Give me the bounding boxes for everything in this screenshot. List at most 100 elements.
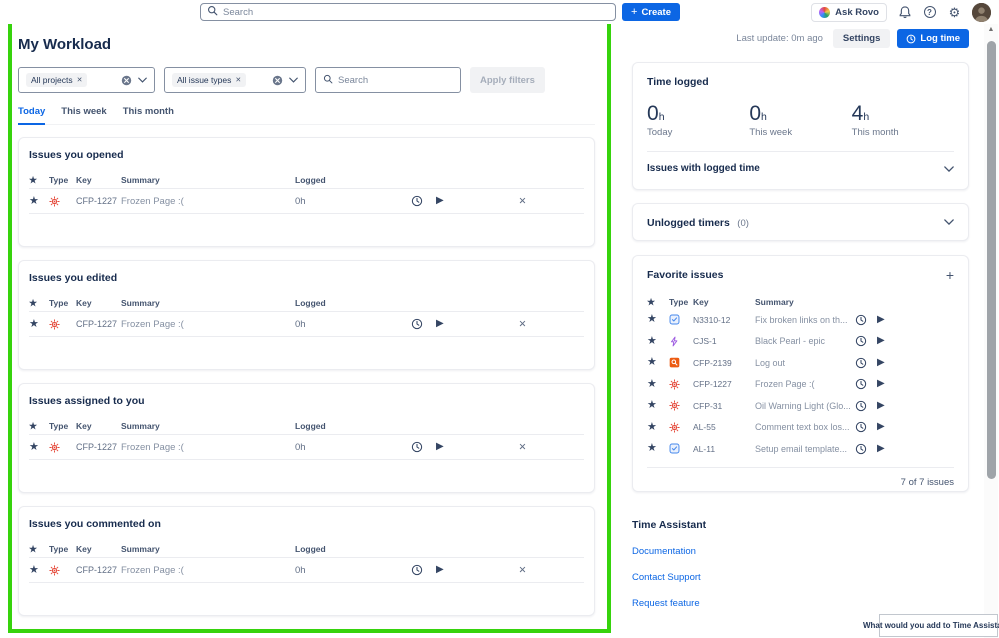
log-time-clock-icon[interactable] bbox=[855, 400, 877, 412]
chevron-down-icon[interactable] bbox=[138, 77, 147, 83]
remove-row-icon[interactable]: ✕ bbox=[518, 441, 527, 453]
global-search-input[interactable] bbox=[223, 6, 609, 18]
start-timer-icon[interactable]: ▶ bbox=[436, 195, 444, 206]
notifications-bell-icon[interactable] bbox=[897, 5, 912, 20]
issue-key[interactable]: AL-11 bbox=[693, 443, 716, 454]
chevron-down-icon[interactable] bbox=[944, 219, 954, 225]
log-time-clock-icon[interactable] bbox=[855, 378, 877, 390]
issue-key[interactable]: N3310-12 bbox=[693, 314, 731, 325]
create-button[interactable]: + Create bbox=[622, 3, 681, 21]
start-timer-icon[interactable]: ▶ bbox=[877, 335, 885, 347]
log-time-clock-icon[interactable] bbox=[411, 441, 436, 453]
issue-key[interactable]: CFP-1227 bbox=[76, 319, 118, 329]
user-avatar[interactable] bbox=[972, 2, 991, 22]
unlogged-timers-title: Unlogged timers bbox=[647, 217, 730, 229]
favorite-star-icon[interactable]: ★ bbox=[29, 440, 39, 453]
scrollbar-up-arrow[interactable]: ▲ bbox=[987, 26, 995, 33]
remove-chip-icon[interactable]: ✕ bbox=[235, 77, 242, 84]
issue-key[interactable]: CFP-1227 bbox=[76, 565, 118, 575]
issues-with-logged-time-toggle[interactable]: Issues with logged time bbox=[647, 163, 954, 174]
favorite-star-icon[interactable]: ★ bbox=[647, 377, 657, 390]
favorite-star-icon[interactable]: ★ bbox=[647, 334, 657, 347]
start-timer-icon[interactable]: ▶ bbox=[877, 356, 885, 368]
favorite-star-icon[interactable]: ★ bbox=[29, 317, 39, 330]
favorite-star-icon[interactable]: ★ bbox=[647, 399, 657, 412]
favorite-star-icon[interactable]: ★ bbox=[29, 563, 39, 576]
add-favorite-icon[interactable]: + bbox=[945, 267, 954, 283]
tab-today[interactable]: Today bbox=[18, 106, 46, 125]
issue-summary[interactable]: Frozen Page :( bbox=[121, 441, 184, 453]
page-scrollbar[interactable]: ▲ bbox=[984, 24, 998, 638]
settings-button[interactable]: Settings bbox=[832, 29, 891, 48]
log-time-clock-icon[interactable] bbox=[855, 421, 877, 433]
unlogged-timers-card[interactable]: Unlogged timers (0) bbox=[632, 203, 969, 241]
ask-rovo-button[interactable]: Ask Rovo bbox=[811, 2, 887, 22]
log-time-clock-icon[interactable] bbox=[411, 564, 436, 576]
link-contact-support[interactable]: Contact Support bbox=[632, 572, 701, 583]
apply-filters-button[interactable]: Apply filters bbox=[470, 67, 545, 93]
favorite-star-icon[interactable]: ★ bbox=[647, 442, 657, 455]
issue-summary[interactable]: Frozen Page :( bbox=[121, 564, 184, 576]
remove-row-icon[interactable]: ✕ bbox=[518, 318, 527, 330]
tab-this-month[interactable]: This month bbox=[122, 106, 174, 117]
chevron-down-icon[interactable] bbox=[289, 77, 298, 83]
start-timer-icon[interactable]: ▶ bbox=[436, 564, 444, 575]
clear-filter-icon[interactable] bbox=[272, 75, 283, 86]
remove-chip-icon[interactable]: ✕ bbox=[76, 77, 83, 84]
issue-types-filter-chip[interactable]: All issue types ✕ bbox=[172, 73, 247, 87]
issue-summary[interactable]: Black Pearl - epic bbox=[755, 336, 826, 347]
favorite-star-icon[interactable]: ★ bbox=[647, 356, 657, 369]
tab-this-week[interactable]: This week bbox=[61, 106, 107, 117]
log-time-button[interactable]: Log time bbox=[897, 29, 969, 48]
link-documentation[interactable]: Documentation bbox=[632, 546, 696, 557]
issue-key[interactable]: CFP-1227 bbox=[76, 442, 118, 452]
issue-key[interactable]: AL-55 bbox=[693, 422, 716, 433]
feedback-prompt[interactable]: What would you add to Time Assistant? bbox=[863, 614, 999, 637]
log-time-clock-icon[interactable] bbox=[411, 318, 436, 330]
log-time-clock-icon[interactable] bbox=[855, 314, 877, 326]
issue-search-field[interactable] bbox=[315, 67, 461, 93]
favorite-star-icon[interactable]: ★ bbox=[647, 420, 657, 433]
issue-summary[interactable]: Frozen Page :( bbox=[121, 318, 184, 330]
logged-value: 0h bbox=[295, 195, 306, 207]
help-icon[interactable]: ? bbox=[922, 5, 937, 20]
projects-filter-dropdown[interactable]: All projects ✕ bbox=[18, 67, 155, 93]
favorite-star-icon[interactable]: ★ bbox=[647, 313, 657, 326]
scrollbar-thumb[interactable] bbox=[986, 41, 996, 479]
clear-filter-icon[interactable] bbox=[121, 75, 132, 86]
issue-summary[interactable]: Frozen Page :( bbox=[755, 379, 815, 390]
issue-key[interactable]: CJS-1 bbox=[693, 336, 717, 347]
chevron-down-icon[interactable] bbox=[944, 165, 954, 172]
issue-key[interactable]: CFP-1227 bbox=[76, 196, 118, 206]
remove-row-icon[interactable]: ✕ bbox=[518, 564, 527, 576]
start-timer-icon[interactable]: ▶ bbox=[877, 313, 885, 325]
issue-search-input[interactable] bbox=[338, 74, 453, 86]
issue-key[interactable]: CFP-1227 bbox=[693, 379, 732, 390]
issue-summary[interactable]: Frozen Page :( bbox=[121, 195, 184, 207]
favorite-star-icon[interactable]: ★ bbox=[29, 194, 39, 207]
issue-types-filter-dropdown[interactable]: All issue types ✕ bbox=[164, 67, 306, 93]
issue-key[interactable]: CFP-31 bbox=[693, 400, 723, 411]
issue-summary[interactable]: Comment text box los... bbox=[755, 422, 850, 433]
global-search[interactable] bbox=[200, 3, 616, 21]
log-time-clock-icon[interactable] bbox=[855, 335, 877, 347]
link-request-feature[interactable]: Request feature bbox=[632, 598, 700, 609]
log-time-clock-icon[interactable] bbox=[855, 357, 877, 369]
log-time-clock-icon[interactable] bbox=[855, 443, 877, 455]
settings-gear-icon[interactable]: ⚙ bbox=[948, 4, 961, 20]
start-timer-icon[interactable]: ▶ bbox=[877, 378, 885, 390]
log-time-clock-icon[interactable] bbox=[411, 195, 436, 207]
start-timer-icon[interactable]: ▶ bbox=[877, 399, 885, 411]
issue-summary[interactable]: Log out bbox=[755, 357, 786, 368]
issue-key[interactable]: CFP-2139 bbox=[693, 357, 732, 368]
stat-unit: h bbox=[863, 111, 870, 123]
start-timer-icon[interactable]: ▶ bbox=[436, 318, 444, 329]
issue-summary[interactable]: Setup email template... bbox=[755, 443, 848, 454]
projects-filter-chip[interactable]: All projects ✕ bbox=[26, 73, 88, 87]
start-timer-icon[interactable]: ▶ bbox=[877, 442, 885, 454]
issue-summary[interactable]: Fix broken links on th... bbox=[755, 314, 848, 325]
issue-summary[interactable]: Oil Warning Light (Glo... bbox=[755, 400, 851, 411]
start-timer-icon[interactable]: ▶ bbox=[877, 421, 885, 433]
start-timer-icon[interactable]: ▶ bbox=[436, 441, 444, 452]
remove-row-icon[interactable]: ✕ bbox=[518, 195, 527, 207]
